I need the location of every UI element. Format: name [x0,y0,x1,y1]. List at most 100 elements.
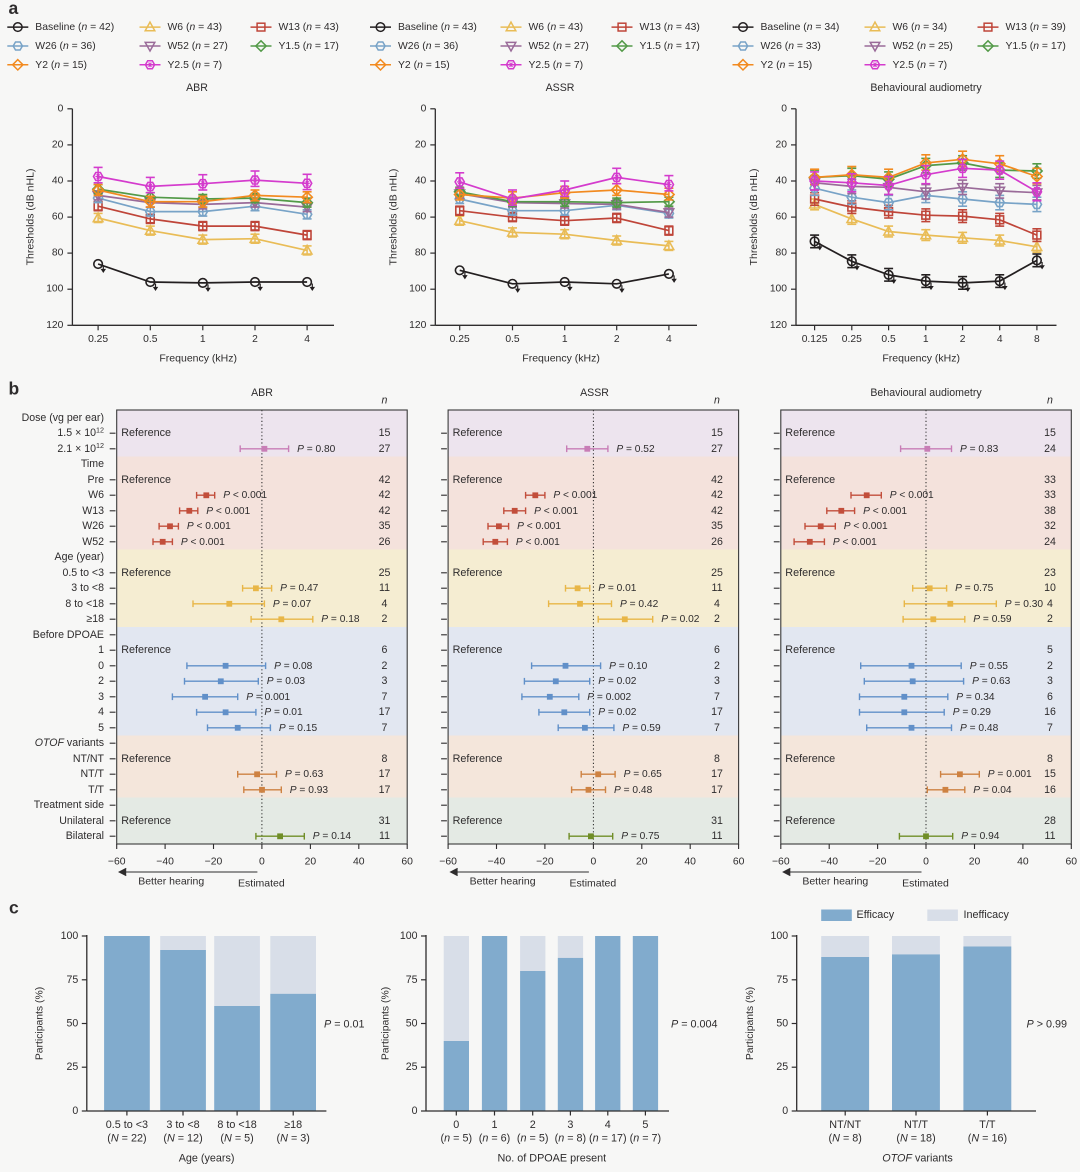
svg-text:0: 0 [72,1105,78,1117]
svg-text:25: 25 [776,1061,788,1073]
svg-text:No. of DPOAE present: No. of DPOAE present [497,1153,606,1165]
svg-text:P = 0.01: P = 0.01 [264,707,303,718]
svg-text:120: 120 [770,320,787,331]
svg-text:P < 0.001: P < 0.001 [534,505,578,516]
svg-text:Better hearing: Better hearing [138,876,204,888]
svg-text:2: 2 [960,334,966,345]
svg-text:11: 11 [1045,830,1056,842]
svg-text:20: 20 [776,139,788,150]
svg-text:17: 17 [711,768,723,780]
svg-text:P < 0.001: P < 0.001 [517,521,561,532]
svg-text:Y2.5 (n = 7): Y2.5 (n = 7) [168,59,223,70]
svg-text:0.25: 0.25 [88,334,108,345]
svg-text:60: 60 [733,857,745,868]
svg-text:−40: −40 [156,857,174,868]
svg-text:27: 27 [711,443,723,455]
svg-text:17: 17 [711,706,723,718]
svg-text:5: 5 [98,722,104,734]
svg-text:Reference: Reference [453,644,503,656]
svg-text:15: 15 [379,427,391,439]
svg-text:Unilateral: Unilateral [59,815,104,827]
svg-text:P = 0.14: P = 0.14 [313,831,352,842]
svg-text:−60: −60 [772,857,790,868]
svg-text:Better hearing: Better hearing [802,876,868,888]
svg-text:W6 (n = 43): W6 (n = 43) [529,22,584,33]
svg-text:P = 0.02: P = 0.02 [598,676,637,687]
svg-text:20: 20 [52,139,64,150]
svg-text:4: 4 [1047,598,1053,610]
svg-text:(N = 3): (N = 3) [277,1133,310,1145]
svg-text:(n = 7): (n = 7) [630,1133,662,1145]
svg-text:11: 11 [712,830,723,842]
svg-text:P = 0.004: P = 0.004 [671,1019,718,1031]
svg-text:W13 (n = 43): W13 (n = 43) [279,22,339,33]
svg-text:−20: −20 [205,857,223,868]
svg-text:0: 0 [421,103,427,114]
svg-text:W26 (n = 36): W26 (n = 36) [398,41,458,52]
svg-text:16: 16 [1044,784,1056,796]
svg-text:−60: −60 [108,857,126,868]
svg-text:60: 60 [776,212,788,223]
svg-text:3: 3 [567,1119,573,1131]
svg-text:1: 1 [200,334,206,345]
svg-text:Reference: Reference [453,567,503,579]
svg-text:20: 20 [969,857,981,868]
svg-text:42: 42 [379,474,391,486]
svg-text:0.5: 0.5 [143,334,158,345]
svg-text:0.25: 0.25 [450,334,470,345]
svg-text:Participants (%): Participants (%) [745,987,756,1060]
svg-text:100: 100 [771,930,789,942]
svg-text:10: 10 [1044,582,1056,594]
svg-text:n: n [382,395,388,407]
svg-text:Behavioural audiometry: Behavioural audiometry [870,82,982,94]
svg-text:P = 0.01: P = 0.01 [324,1019,365,1031]
svg-text:2: 2 [614,334,620,345]
svg-text:42: 42 [711,489,723,501]
svg-text:(n = 8): (n = 8) [555,1133,587,1145]
svg-text:P = 0.15: P = 0.15 [279,722,318,733]
svg-text:80: 80 [415,248,427,259]
svg-text:W26: W26 [82,520,104,532]
svg-text:W6: W6 [88,489,104,501]
svg-text:100: 100 [46,284,63,295]
svg-text:Baseline (n = 42): Baseline (n = 42) [35,22,114,33]
svg-text:P > 0.99: P > 0.99 [1027,1019,1068,1031]
svg-text:P = 0.48: P = 0.48 [614,784,653,795]
svg-text:c: c [9,898,19,918]
svg-text:40: 40 [353,857,365,868]
svg-text:n: n [714,395,720,407]
svg-text:2: 2 [714,660,720,672]
svg-text:24: 24 [1044,443,1056,455]
svg-text:P = 0.59: P = 0.59 [973,614,1012,625]
svg-text:2: 2 [382,613,388,625]
svg-text:3: 3 [714,675,720,687]
svg-text:(N = 18): (N = 18) [896,1133,935,1145]
svg-text:0: 0 [412,1105,418,1117]
svg-text:80: 80 [776,248,788,259]
svg-text:Baseline (n = 34): Baseline (n = 34) [761,22,840,33]
svg-text:11: 11 [712,582,723,594]
svg-text:4: 4 [382,598,388,610]
svg-text:Behavioural audiometry: Behavioural audiometry [870,387,982,399]
svg-text:Reference: Reference [785,815,835,827]
svg-text:T/T: T/T [979,1119,996,1131]
svg-text:25: 25 [406,1061,418,1073]
svg-text:4: 4 [666,334,672,345]
svg-text:P = 0.47: P = 0.47 [280,583,319,594]
svg-text:15: 15 [711,427,723,439]
svg-text:15: 15 [1044,427,1056,439]
svg-text:P = 0.34: P = 0.34 [956,691,995,702]
svg-text:75: 75 [776,974,788,986]
svg-text:Efficacy: Efficacy [857,909,895,921]
svg-text:P = 0.52: P = 0.52 [616,443,655,454]
svg-text:P < 0.001: P < 0.001 [844,521,888,532]
svg-text:75: 75 [406,974,418,986]
svg-text:W6 (n = 43): W6 (n = 43) [168,22,223,33]
svg-text:P = 0.10: P = 0.10 [609,660,648,671]
svg-text:3 to <8: 3 to <8 [71,582,104,594]
svg-text:Reference: Reference [121,644,171,656]
svg-text:Frequency (kHz): Frequency (kHz) [882,353,960,365]
svg-text:27: 27 [379,443,391,455]
svg-text:31: 31 [711,815,723,827]
svg-text:Baseline (n = 43): Baseline (n = 43) [398,22,477,33]
